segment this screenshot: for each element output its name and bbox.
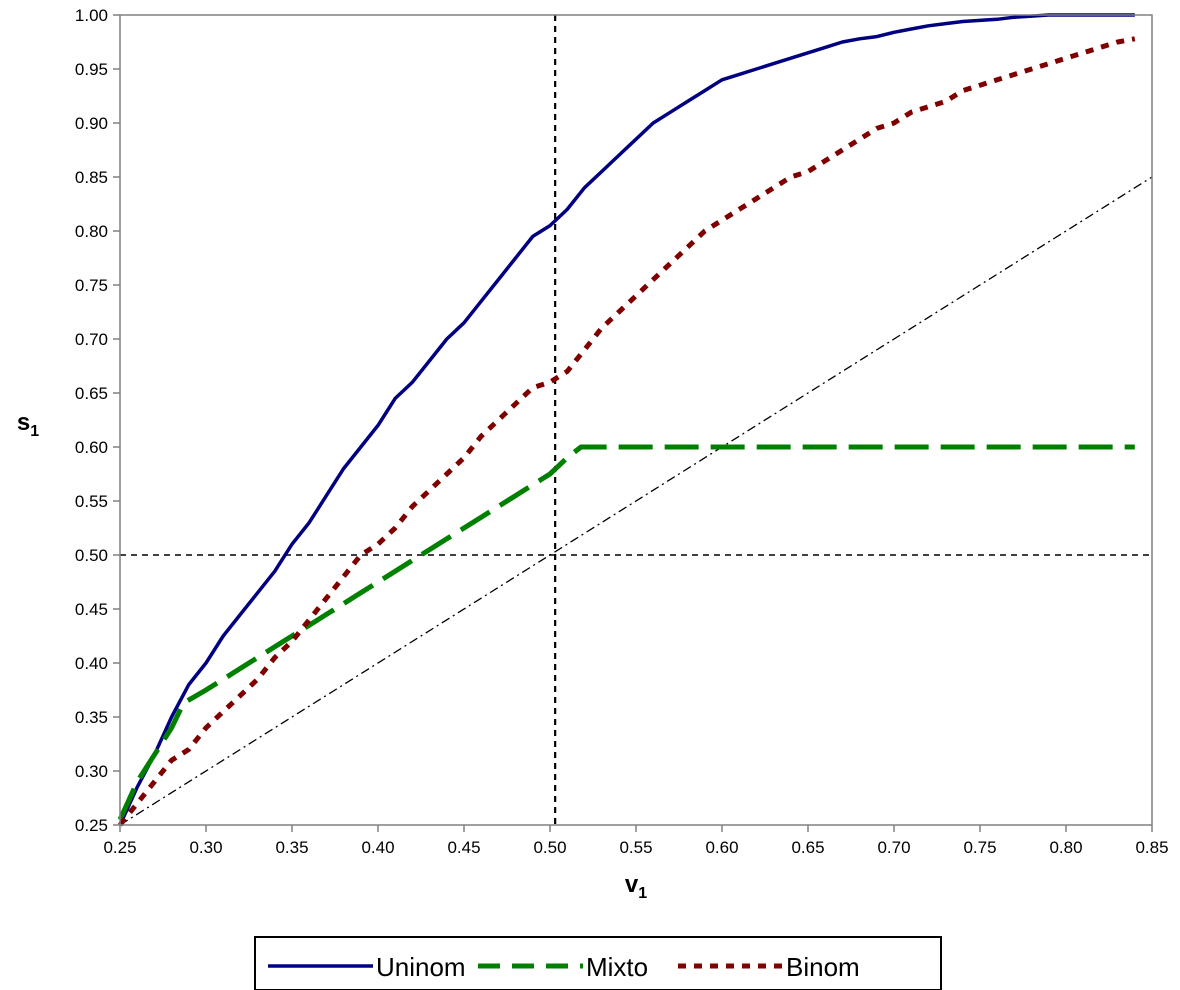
x-axis-title-main: v	[625, 871, 639, 898]
x-tick-label: 0.65	[791, 838, 824, 857]
series-line-binom	[118, 36, 1136, 827]
y-axis-title-subscript: 1	[30, 423, 39, 440]
y-tick-label: 0.60	[75, 438, 108, 457]
y-tick-label: 0.95	[75, 60, 108, 79]
y-axis: 0.25 0.30 0.35 0.40 0.45 0.50 0.55 0.60 0.65 0.70…	[75, 6, 120, 835]
series-line-mixto	[117, 444, 1135, 821]
y-tick-label: 0.75	[75, 276, 108, 295]
y-tick-label: 0.85	[75, 168, 108, 187]
x-axis-title: v1	[625, 871, 647, 902]
x-tick-label: 0.75	[963, 838, 996, 857]
y-axis-title-main: s	[17, 409, 30, 436]
y-tick-label: 0.80	[75, 222, 108, 241]
legend-label-mixto: Mixto	[586, 952, 648, 982]
y-tick-label: 0.65	[75, 384, 108, 403]
y-tick-label: 0.25	[75, 816, 108, 835]
reference-lines	[119, 15, 1153, 826]
y-tick-label: 0.90	[75, 114, 108, 133]
y-tick-label: 0.55	[75, 492, 108, 511]
x-tick-label: 0.50	[533, 838, 566, 857]
x-tick-label: 0.85	[1135, 838, 1168, 857]
y-tick-label: 0.40	[75, 654, 108, 673]
x-tick-label: 0.45	[447, 838, 480, 857]
x-tick-label: 0.55	[619, 838, 652, 857]
x-tick-label: 0.35	[275, 838, 308, 857]
legend: Uninom Mixto Binom	[254, 936, 942, 990]
x-tick-label: 0.30	[189, 838, 222, 857]
x-axis: 0.25 0.30 0.35 0.40 0.45 0.50 0.55 0.60 0.65 0.70…	[103, 825, 1169, 857]
x-axis-title-subscript: 1	[638, 885, 647, 902]
x-tick-label: 0.25	[103, 838, 136, 857]
y-axis-title: s1	[17, 409, 39, 440]
y-tick-label: 0.50	[75, 546, 108, 565]
legend-box	[254, 936, 942, 990]
x-tick-label: 0.70	[877, 838, 910, 857]
y-tick-label: 1.00	[75, 6, 108, 25]
y-tick-label: 0.35	[75, 708, 108, 727]
x-tick-label: 0.60	[705, 838, 738, 857]
y-tick-label: 0.70	[75, 330, 108, 349]
series-lines	[117, 13, 1136, 827]
x-tick-label: 0.40	[361, 838, 394, 857]
legend-label-binom: Binom	[786, 952, 860, 982]
diagonal-reference-line	[119, 176, 1153, 826]
legend-label-uninom: Uninom	[376, 952, 466, 982]
series-line-uninom	[118, 13, 1135, 826]
y-tick-label: 0.45	[75, 600, 108, 619]
x-tick-label: 0.80	[1049, 838, 1082, 857]
y-tick-label: 0.30	[75, 762, 108, 781]
